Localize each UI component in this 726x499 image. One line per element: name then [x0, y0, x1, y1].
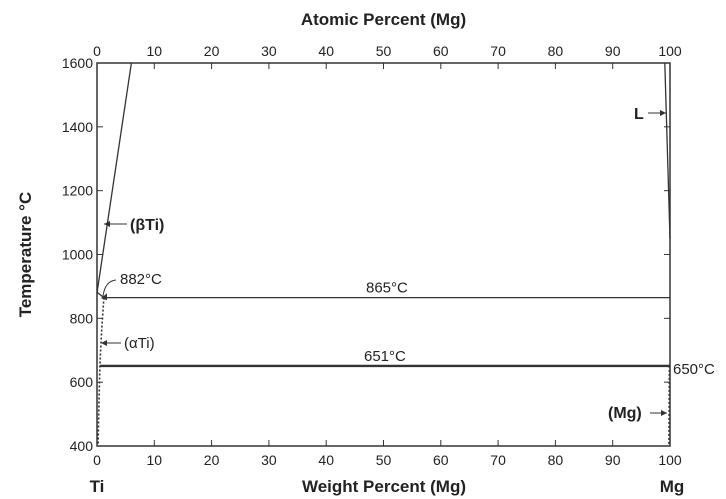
right-element-label: Mg — [660, 477, 685, 496]
top-tick-label: 50 — [376, 43, 392, 59]
top-axis-title: Atomic Percent (Mg) — [301, 10, 466, 29]
annotation-label: (αTi) — [124, 335, 155, 352]
top-tick-label: 0 — [93, 43, 101, 59]
top-tick-label: 40 — [318, 43, 334, 59]
y-tick-label: 400 — [70, 438, 94, 454]
top-tick-label: 10 — [147, 43, 163, 59]
top-tick-label: 80 — [548, 43, 564, 59]
annotations: (βTi) 882°C (αTi) L 650°C (Mg) — [101, 106, 715, 422]
left-element-label: Ti — [90, 477, 105, 496]
annotation-arrowhead — [104, 221, 110, 227]
y-tick-label: 1000 — [62, 247, 93, 263]
annotation-arrowhead — [101, 293, 107, 301]
top-tick-label: 90 — [605, 43, 621, 59]
phase-boundary-0 — [96, 62, 133, 293]
isotherm-label: 651°C — [364, 348, 406, 365]
top-tick-label: 20 — [204, 43, 220, 59]
x-tick-label: 100 — [658, 452, 682, 468]
x-tick-label: 0 — [93, 452, 101, 468]
y-tick-label: 1200 — [62, 183, 93, 199]
top-tick-label: 100 — [658, 43, 682, 59]
annotation-label: 650°C — [673, 361, 715, 378]
y-tick-label: 1600 — [62, 55, 93, 71]
annotation-label: L — [634, 106, 644, 123]
annotation-label: 882°C — [120, 271, 162, 288]
x-tick-label: 70 — [490, 452, 506, 468]
top-tick-label: 70 — [490, 43, 506, 59]
annotation-arrowhead — [101, 340, 107, 346]
x-tick-label: 60 — [433, 452, 449, 468]
x-tick-label: 30 — [261, 452, 277, 468]
x-tick-label: 10 — [147, 452, 163, 468]
isotherm-label: 865°C — [366, 280, 408, 297]
top-tick-label: 30 — [261, 43, 277, 59]
phase-curves — [96, 62, 671, 447]
phase-boundary-3 — [664, 62, 671, 239]
annotation-label: (βTi) — [130, 217, 164, 234]
annotation-label: (Mg) — [608, 405, 642, 422]
y-axis-title: Temperature °C — [16, 192, 35, 318]
annotation-arrowhead — [660, 110, 666, 116]
isotherms: 865°C 651°C — [99, 280, 670, 368]
phase-boundary-1 — [96, 291, 105, 299]
annotation-arrow — [102, 279, 117, 297]
phase-boundary-2 — [97, 297, 105, 447]
y-tick-label: 1400 — [62, 119, 93, 135]
x-tick-label: 40 — [318, 452, 334, 468]
axis-ticks: 0 10 20 30 40 50 60 70 80 90 1000 10 20 30 40 50 60 70 80 9… — [62, 43, 682, 468]
x-tick-label: 80 — [548, 452, 564, 468]
plot-frame — [96, 62, 671, 447]
annotation-arrowhead — [661, 410, 667, 416]
x-tick-label: 50 — [376, 452, 392, 468]
top-tick-label: 60 — [433, 43, 449, 59]
x-axis-title: Weight Percent (Mg) — [302, 477, 466, 496]
y-tick-label: 800 — [70, 310, 94, 326]
x-tick-label: 90 — [605, 452, 621, 468]
y-tick-label: 600 — [70, 374, 94, 390]
x-tick-label: 20 — [204, 452, 220, 468]
